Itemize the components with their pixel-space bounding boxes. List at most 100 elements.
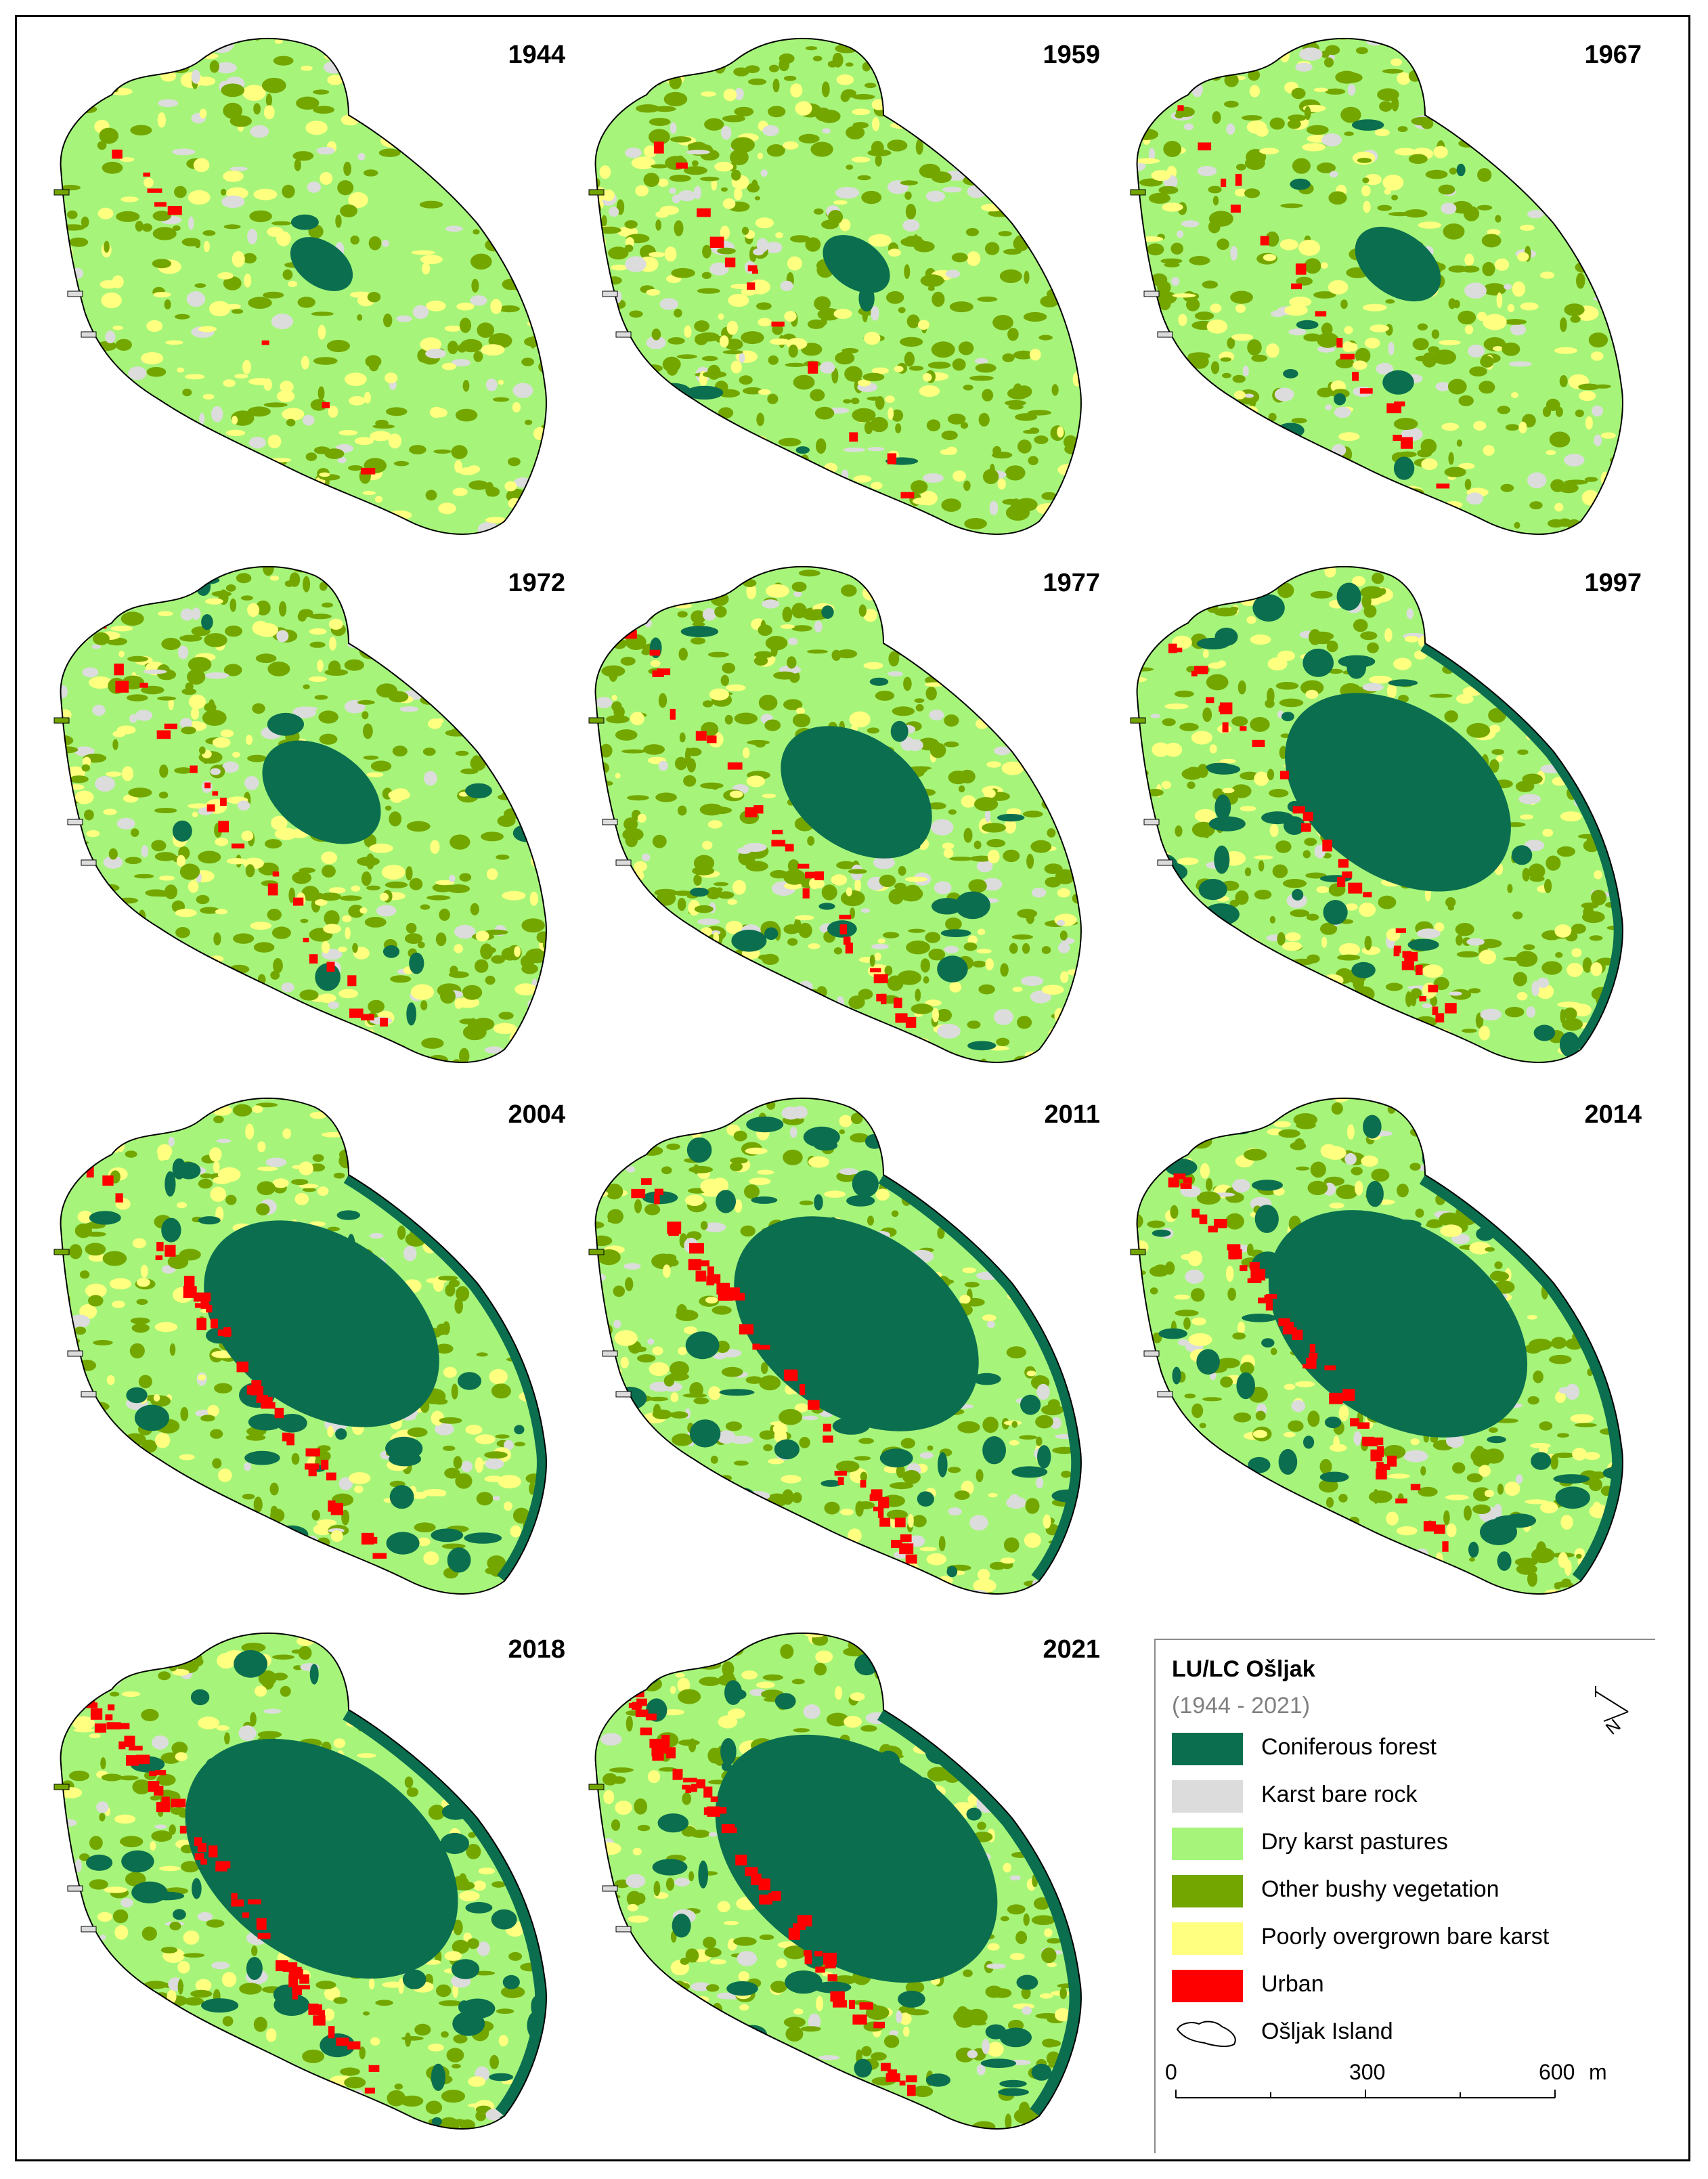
forest-patch bbox=[1388, 679, 1418, 687]
vegetation-patch bbox=[203, 1016, 224, 1027]
vegetation-patch bbox=[522, 1170, 543, 1182]
vegetation-patch bbox=[703, 1035, 725, 1050]
urban-block bbox=[196, 1292, 211, 1302]
vegetation-patch bbox=[507, 128, 514, 135]
vegetation-patch bbox=[60, 916, 81, 927]
vegetation-patch bbox=[1060, 971, 1069, 983]
vegetation-patch bbox=[608, 246, 629, 260]
forest-patch bbox=[731, 930, 767, 952]
vegetation-patch bbox=[976, 860, 993, 873]
vegetation-patch bbox=[1563, 747, 1587, 762]
vegetation-patch bbox=[472, 156, 493, 165]
vegetation-patch bbox=[623, 1042, 636, 1055]
vegetation-patch bbox=[1222, 372, 1231, 379]
vegetation-patch bbox=[267, 226, 284, 237]
vegetation-patch bbox=[476, 1352, 488, 1357]
vegetation-patch bbox=[912, 1515, 927, 1528]
vegetation-patch bbox=[1379, 101, 1393, 112]
vegetation-patch bbox=[152, 1574, 169, 1587]
vegetation-patch bbox=[528, 1063, 542, 1077]
vegetation-patch bbox=[1250, 716, 1270, 732]
vegetation-patch bbox=[1550, 68, 1559, 74]
vegetation-patch bbox=[378, 1185, 402, 1196]
vegetation-patch bbox=[1528, 863, 1546, 880]
vegetation-patch bbox=[722, 350, 743, 355]
vegetation-patch bbox=[1181, 511, 1196, 526]
vegetation-patch bbox=[546, 707, 556, 720]
vegetation-patch bbox=[326, 340, 350, 352]
vegetation-patch bbox=[1575, 409, 1584, 418]
vegetation-patch bbox=[60, 257, 66, 270]
vegetation-patch bbox=[595, 834, 614, 846]
vegetation-patch bbox=[60, 1002, 76, 1011]
vegetation-patch bbox=[343, 566, 366, 567]
vegetation-patch bbox=[484, 1046, 504, 1054]
vegetation-patch bbox=[612, 1046, 635, 1062]
vegetation-patch bbox=[532, 1285, 546, 1300]
vegetation-patch bbox=[1009, 943, 1018, 954]
vegetation-patch bbox=[1502, 601, 1518, 610]
vegetation-patch bbox=[1220, 758, 1236, 764]
vegetation-patch bbox=[936, 1008, 952, 1022]
vegetation-patch bbox=[456, 566, 468, 572]
vegetation-patch bbox=[832, 52, 844, 68]
vegetation-patch bbox=[1139, 236, 1164, 242]
vegetation-patch bbox=[391, 1064, 403, 1072]
vegetation-patch bbox=[81, 764, 90, 772]
vegetation-patch bbox=[1590, 724, 1598, 739]
vegetation-patch bbox=[611, 1494, 631, 1505]
vegetation-patch bbox=[900, 180, 919, 186]
vegetation-patch bbox=[454, 944, 463, 953]
vegetation-patch bbox=[710, 1098, 716, 1105]
vegetation-patch bbox=[1431, 329, 1440, 339]
forest-patch bbox=[368, 1161, 393, 1171]
vegetation-patch bbox=[1367, 642, 1379, 653]
vegetation-patch bbox=[1479, 1025, 1491, 1041]
vegetation-patch bbox=[643, 1058, 663, 1062]
vegetation-patch bbox=[1607, 137, 1623, 144]
vegetation-patch bbox=[982, 1314, 997, 1322]
vegetation-patch bbox=[362, 711, 369, 720]
vegetation-patch bbox=[630, 1031, 646, 1042]
vegetation-patch bbox=[424, 1167, 431, 1174]
forest-patch bbox=[1567, 749, 1598, 764]
vegetation-patch bbox=[646, 336, 666, 349]
vegetation-patch bbox=[460, 768, 479, 775]
forest-patch bbox=[1533, 1024, 1556, 1041]
vegetation-patch bbox=[600, 526, 624, 531]
vegetation-patch bbox=[743, 387, 763, 395]
vegetation-patch bbox=[1575, 115, 1590, 128]
vegetation-patch bbox=[852, 93, 875, 100]
vegetation-patch bbox=[253, 1496, 263, 1513]
vegetation-patch bbox=[1153, 916, 1160, 928]
vegetation-patch bbox=[772, 324, 783, 335]
vegetation-patch bbox=[1184, 402, 1200, 411]
vegetation-patch bbox=[642, 991, 659, 1008]
vegetation-patch bbox=[1478, 566, 1493, 576]
vegetation-patch bbox=[1469, 599, 1480, 603]
vegetation-patch bbox=[242, 469, 261, 475]
vegetation-patch bbox=[257, 1166, 278, 1171]
vegetation-patch bbox=[965, 1098, 975, 1106]
forest-patch bbox=[512, 1192, 545, 1217]
vegetation-patch bbox=[106, 771, 123, 777]
vegetation-patch bbox=[1235, 941, 1248, 947]
vegetation-patch bbox=[1230, 246, 1238, 261]
vegetation-patch bbox=[600, 56, 612, 71]
vegetation-patch bbox=[724, 339, 743, 351]
vegetation-patch bbox=[172, 476, 195, 492]
vegetation-patch bbox=[1407, 56, 1429, 60]
vegetation-patch bbox=[1425, 169, 1448, 179]
vegetation-patch bbox=[1340, 299, 1348, 309]
vegetation-patch bbox=[519, 1191, 532, 1201]
vegetation-patch bbox=[372, 603, 382, 608]
vegetation-patch bbox=[317, 1445, 331, 1452]
vegetation-patch bbox=[485, 975, 496, 985]
vegetation-patch bbox=[1377, 204, 1392, 211]
vegetation-patch bbox=[223, 102, 243, 119]
vegetation-patch bbox=[302, 1188, 316, 1192]
vegetation-patch bbox=[96, 1037, 110, 1051]
vegetation-patch bbox=[762, 794, 776, 798]
vegetation-patch bbox=[748, 1098, 759, 1103]
urban-block bbox=[261, 340, 269, 345]
